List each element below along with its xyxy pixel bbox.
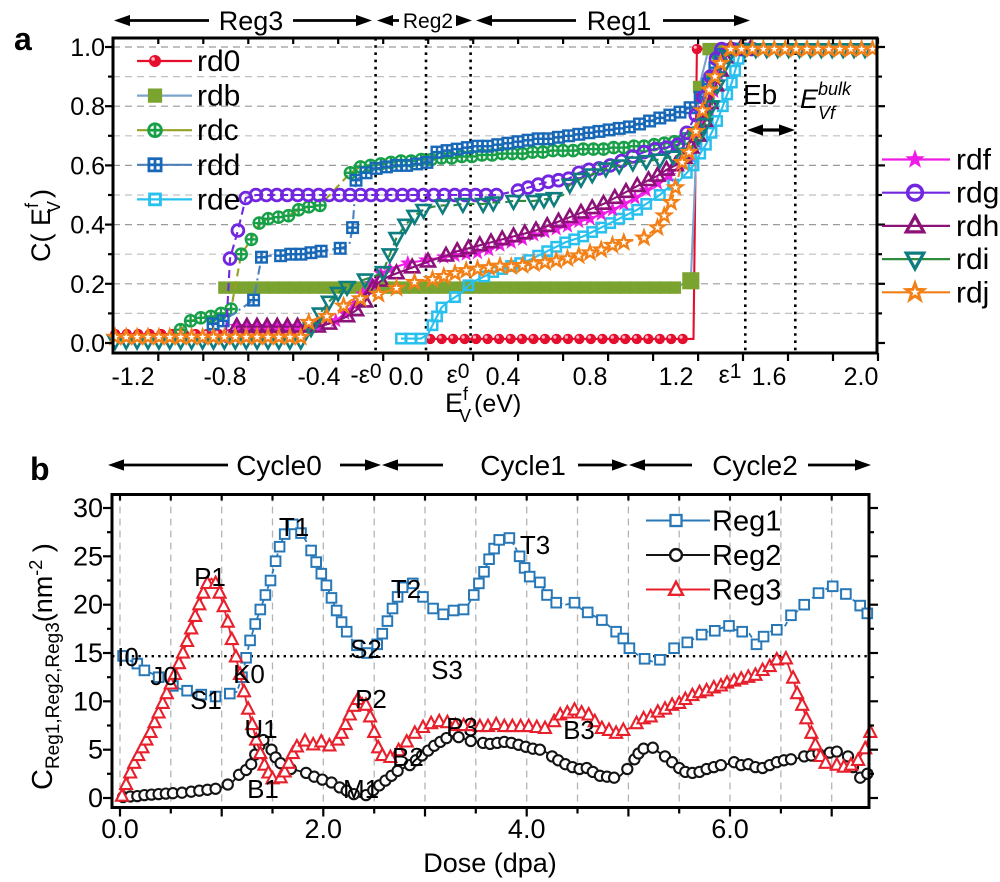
svg-text:Cycle0: Cycle0 bbox=[236, 450, 322, 481]
svg-text:0.0: 0.0 bbox=[101, 814, 139, 844]
svg-text:rdb: rdb bbox=[197, 80, 240, 113]
svg-text:6.0: 6.0 bbox=[711, 814, 749, 844]
svg-text:Eb: Eb bbox=[743, 79, 777, 110]
svg-text:B1: B1 bbox=[247, 774, 279, 804]
svg-text:20: 20 bbox=[73, 590, 103, 620]
svg-text:M1: M1 bbox=[343, 774, 379, 804]
svg-text:0.8: 0.8 bbox=[70, 93, 105, 121]
svg-text:Cycle1: Cycle1 bbox=[480, 450, 566, 481]
svg-text:0.2: 0.2 bbox=[70, 271, 105, 299]
svg-text:P2: P2 bbox=[355, 684, 387, 714]
svg-text:0.8: 0.8 bbox=[573, 363, 608, 391]
svg-text:-1.2: -1.2 bbox=[111, 363, 154, 391]
svg-text:T2: T2 bbox=[391, 574, 421, 604]
svg-text:0.0: 0.0 bbox=[70, 330, 105, 358]
svg-text:b: b bbox=[30, 451, 50, 487]
svg-text:I0: I0 bbox=[117, 642, 139, 672]
svg-text:2.0: 2.0 bbox=[305, 814, 343, 844]
svg-text:rd0: rd0 bbox=[197, 45, 240, 78]
svg-text:B3: B3 bbox=[563, 715, 595, 745]
svg-text:Reg1: Reg1 bbox=[712, 506, 781, 538]
svg-text:0.6: 0.6 bbox=[70, 152, 105, 180]
svg-text:30: 30 bbox=[73, 493, 103, 523]
svg-text:0.4: 0.4 bbox=[486, 363, 521, 391]
svg-text:0.0: 0.0 bbox=[389, 363, 424, 391]
svg-text:ε1: ε1 bbox=[719, 360, 742, 389]
svg-text:rdc: rdc bbox=[197, 114, 239, 147]
svg-text:2.0: 2.0 bbox=[844, 363, 879, 391]
svg-text:1.2: 1.2 bbox=[659, 363, 694, 391]
svg-text:rdi: rdi bbox=[956, 243, 989, 276]
svg-text:Reg2: Reg2 bbox=[712, 540, 781, 572]
svg-text:1.6: 1.6 bbox=[752, 363, 787, 391]
svg-text:10: 10 bbox=[73, 686, 103, 716]
svg-text:1.0: 1.0 bbox=[70, 34, 105, 62]
svg-text:K0: K0 bbox=[233, 659, 265, 689]
svg-text:Reg2: Reg2 bbox=[403, 10, 453, 33]
svg-text:U1: U1 bbox=[244, 714, 277, 744]
svg-text:P1: P1 bbox=[194, 562, 226, 592]
svg-text:J0: J0 bbox=[150, 661, 177, 691]
svg-text:Dose (dpa): Dose (dpa) bbox=[423, 848, 557, 878]
svg-text:Reg1: Reg1 bbox=[587, 6, 652, 36]
svg-text:rdj: rdj bbox=[956, 276, 989, 309]
svg-text:rde: rde bbox=[197, 183, 240, 216]
svg-text:S3: S3 bbox=[431, 655, 463, 685]
svg-text:S1: S1 bbox=[190, 685, 222, 715]
svg-text:ε0: ε0 bbox=[447, 360, 470, 389]
svg-text:15: 15 bbox=[73, 638, 103, 668]
svg-text:rdd: rdd bbox=[197, 149, 240, 182]
svg-text:25: 25 bbox=[73, 541, 103, 571]
svg-text:5: 5 bbox=[88, 735, 103, 765]
svg-text:Cycle2: Cycle2 bbox=[712, 450, 798, 481]
svg-text:Reg3: Reg3 bbox=[219, 6, 284, 36]
svg-text:0.4: 0.4 bbox=[70, 212, 105, 240]
svg-text:P3: P3 bbox=[446, 712, 478, 742]
svg-text:rdh: rdh bbox=[956, 210, 999, 243]
svg-text:4.0: 4.0 bbox=[508, 814, 546, 844]
svg-text:T1: T1 bbox=[279, 512, 309, 542]
svg-text:B2: B2 bbox=[392, 742, 424, 772]
svg-text:rdg: rdg bbox=[956, 177, 999, 210]
svg-text:S2: S2 bbox=[350, 634, 382, 664]
svg-text:0: 0 bbox=[88, 783, 103, 813]
svg-text:-0.8: -0.8 bbox=[203, 363, 246, 391]
svg-text:a: a bbox=[14, 21, 32, 57]
svg-text:T3: T3 bbox=[520, 530, 550, 560]
svg-text:rdf: rdf bbox=[956, 144, 992, 177]
svg-text:-0.4: -0.4 bbox=[297, 363, 340, 391]
svg-text:Reg3: Reg3 bbox=[712, 575, 781, 607]
